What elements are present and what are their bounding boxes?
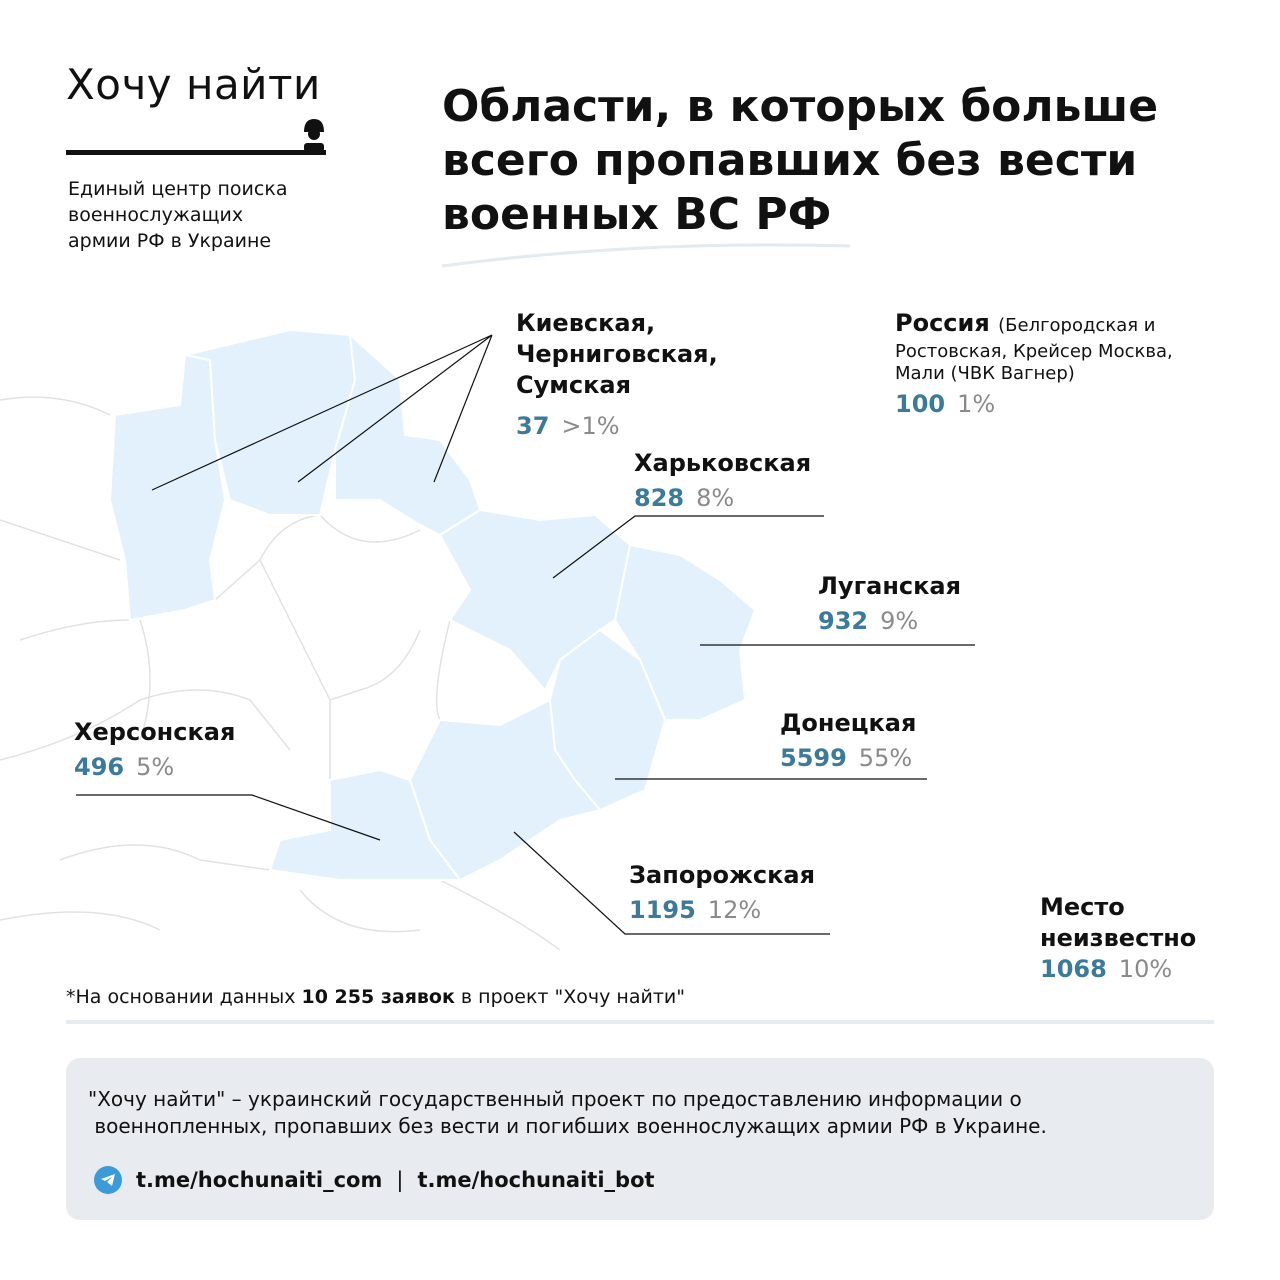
percent: >1% [561,412,620,440]
label-zaporizhzhia: Запорожская 1195 12% [629,860,815,926]
region-sumy [334,332,482,537]
count: 828 [634,484,685,512]
footnote-count: 10 255 заявок [301,986,455,1008]
percent: 12% [707,896,762,924]
divider [66,1020,1214,1024]
title-line: военных ВС РФ [442,189,832,240]
logo: Хочу найти [66,60,321,109]
label-russia: Россия (Белгородская и Ростовская, Крейс… [895,308,1225,420]
label-kherson: Херсонская 496 5% [74,717,235,783]
region-kyiv [108,353,227,622]
footer-links: t.me/hochunaiti_com | t.me/hochunaiti_bo… [94,1166,655,1194]
count: 1068 [1040,955,1107,983]
region-name: Киевская, [516,309,656,337]
subtitle-line: Единый центр поиска [68,178,288,200]
footer-box: "Хочу найти" – украинский государственны… [66,1058,1214,1220]
percent: 55% [858,744,913,772]
region-kherson [268,768,462,881]
region-name: Черниговская, [516,340,718,368]
footnote: *На основании данных 10 255 заявок в про… [66,986,685,1008]
count: 37 [516,412,550,440]
percent: 8% [696,484,735,512]
region-name: Сумская [516,371,631,399]
label-donetsk: Донецкая 5599 55% [780,708,916,774]
telegram-channel-link[interactable]: t.me/hochunaiti_com [136,1168,383,1192]
map [0,328,975,951]
region-note: Мали (ЧВК Вагнер) [895,363,1075,384]
count: 1195 [629,896,696,924]
region-luhansk [613,543,757,721]
count: 932 [818,607,869,635]
label-kharkiv: Харьковская 828 8% [634,448,811,514]
count: 496 [74,753,125,781]
title-underline [441,243,851,268]
telegram-icon [94,1166,122,1194]
title-line: всего пропавших без вести [442,135,1138,186]
telegram-bot-link[interactable]: t.me/hochunaiti_bot [417,1168,655,1192]
percent: 9% [880,607,919,635]
region-chernihiv [184,328,357,516]
label-north: Киевская, Черниговская, Сумская 37 >1% [516,308,718,442]
footer-line: "Хочу найти" – украинский государственны… [88,1087,1022,1111]
region-name: Херсонская [74,718,236,746]
percent: 5% [136,753,175,781]
region-name: неизвестно [1040,924,1197,952]
label-unknown: Место неизвестно 1068 10% [1040,892,1196,985]
footnote-prefix: *На основании данных [66,986,302,1008]
region-name: Запорожская [629,861,815,889]
page-title: Области, в которых больше всего пропавши… [442,80,1202,242]
region-name: Место [1040,893,1125,921]
percent: 10% [1118,955,1173,983]
label-luhansk: Луганская 932 9% [818,571,961,637]
footnote-suffix: в проект "Хочу найти" [454,986,685,1008]
title-line: Области, в которых больше [442,81,1159,132]
region-note: Ростовская, Крейсер Москва, [895,341,1173,362]
subtitle-line: военнослужащих [68,204,244,226]
footer-line: военнопленных, пропавших без вести и пог… [88,1114,1047,1138]
link-divider: | [396,1168,404,1192]
soldier-icon [304,119,324,152]
count: 5599 [780,744,847,772]
subtitle: Единый центр поиска военнослужащих армии… [68,176,348,254]
region-name: Россия [895,309,990,337]
region-name: Луганская [818,572,962,600]
footer-text: "Хочу найти" – украинский государственны… [88,1086,1198,1140]
leader-lines [76,334,975,935]
subtitle-line: армии РФ в Украине [68,230,272,252]
region-note: (Белгородская и [998,315,1156,336]
region-name: Харьковская [634,449,812,477]
count: 100 [895,390,946,418]
region-name: Донецкая [780,709,917,737]
logo-underline [66,150,326,155]
percent: 1% [957,390,996,418]
